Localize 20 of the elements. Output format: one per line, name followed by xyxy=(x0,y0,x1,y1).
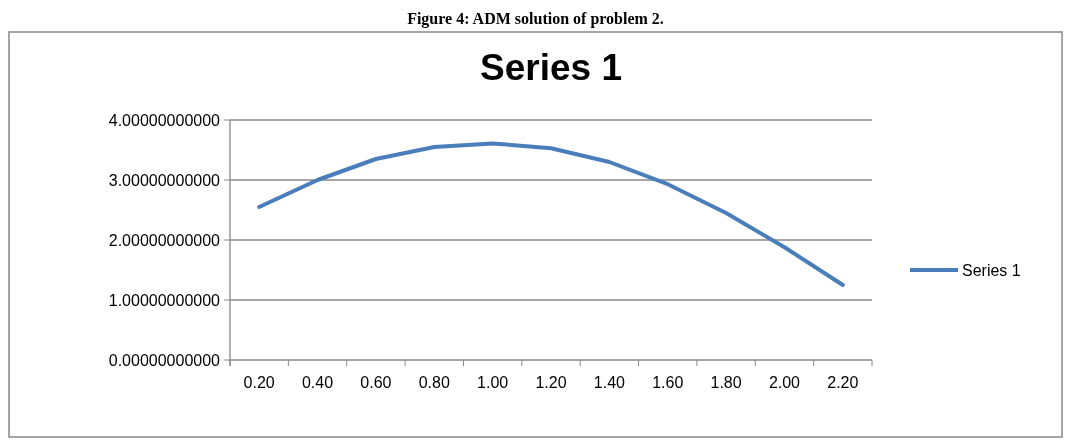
x-tick-label: 2.00 xyxy=(768,374,801,391)
x-tick-label: 1.20 xyxy=(535,374,567,391)
x-tick-label: 1.80 xyxy=(710,374,742,391)
x-tick-label: 2.20 xyxy=(827,374,859,391)
x-tick-label: 0.20 xyxy=(243,374,275,391)
chart-title: Series 1 xyxy=(480,47,622,88)
x-tick-label: 0.40 xyxy=(301,374,334,391)
x-tick-label: 0.80 xyxy=(418,374,450,391)
caption: Figure 4: ADM solution of problem 2. xyxy=(407,10,664,28)
y-tick-label: 4.00000000000 xyxy=(108,111,221,129)
x-tick-label: 1.60 xyxy=(652,374,684,391)
x-tick-label: 1.40 xyxy=(593,374,626,391)
line-series xyxy=(257,141,845,287)
y-tick-label: 1.00000000000 xyxy=(108,291,221,309)
x-tick-label: 0.60 xyxy=(360,374,392,391)
y-tick-label: 2.00000000000 xyxy=(108,231,221,249)
legend-label: Series 1 xyxy=(962,261,1021,279)
y-tick-label: 3.00000000000 xyxy=(108,171,221,189)
y-tick-label: 0.00000000000 xyxy=(108,351,221,369)
x-tick-label: 1.00 xyxy=(477,374,509,391)
